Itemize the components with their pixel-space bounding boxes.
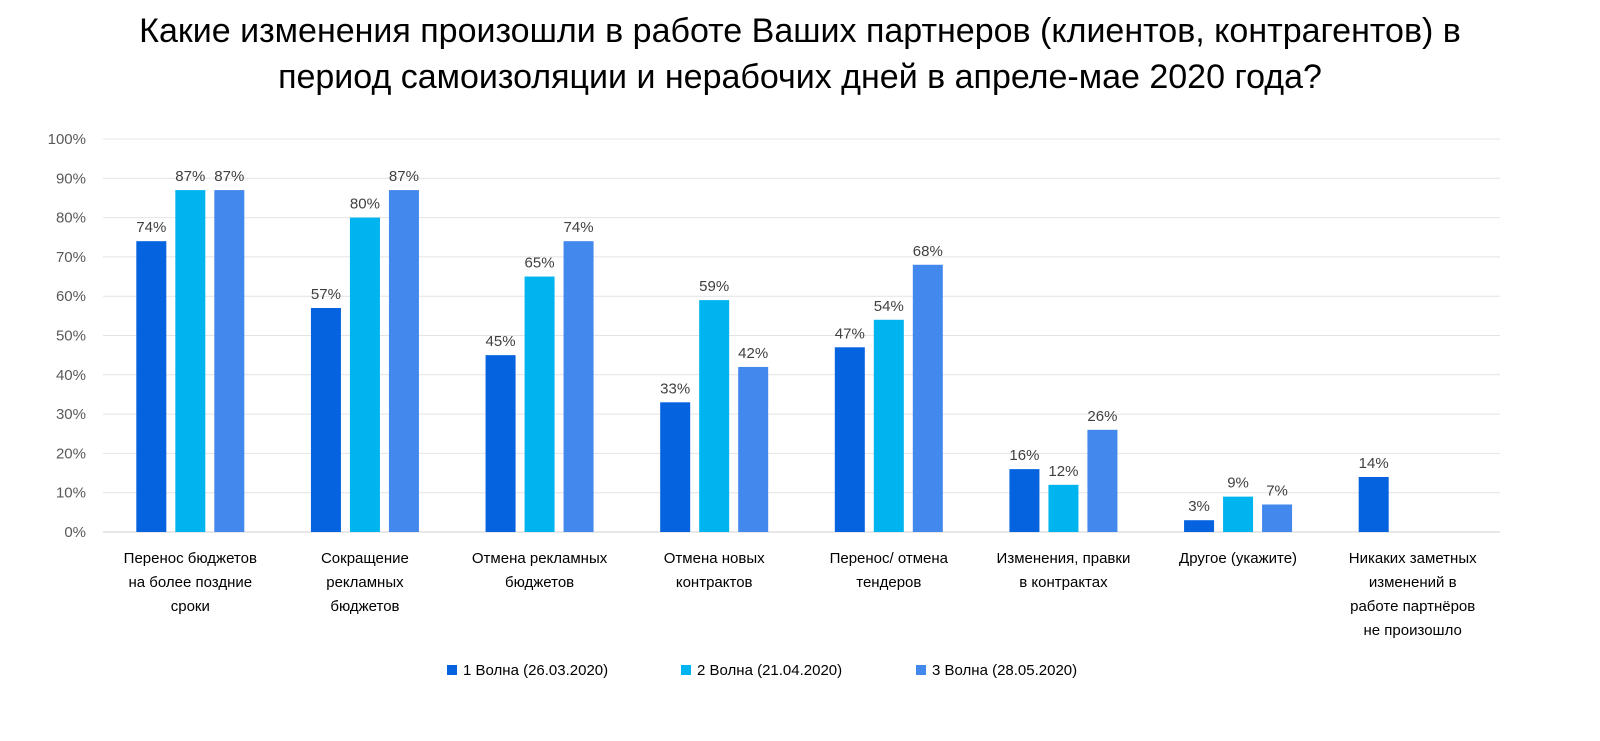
category-label: Перенос/ отмена [830, 550, 949, 567]
legend-label: 1 Волна (26.03.2020) [463, 662, 608, 679]
y-tick-label: 60% [56, 288, 86, 305]
data-label: 47% [835, 325, 865, 342]
data-label: 14% [1359, 455, 1389, 472]
bar-series-3 [214, 190, 245, 532]
bar-series-3 [738, 366, 769, 532]
category-label: Изменения, правки [997, 550, 1131, 567]
y-tick-label: 50% [56, 328, 86, 345]
y-tick-label: 30% [56, 406, 86, 423]
chart-title-line-1: Какие изменения произошли в работе Ваших… [139, 12, 1461, 50]
bar-series-3 [388, 190, 419, 532]
bar-series-2 [873, 319, 904, 532]
bar-series-2 [349, 217, 380, 532]
category-label: Сокращение [321, 550, 409, 567]
bar-series-2 [1048, 484, 1079, 532]
legend-swatch [447, 665, 457, 675]
data-label: 45% [486, 333, 516, 350]
category-label: рекламных [326, 574, 404, 591]
legend-label: 3 Волна (28.05.2020) [932, 662, 1077, 679]
bar-series-3 [1087, 429, 1118, 532]
bar-series-1 [310, 307, 341, 532]
category-label: бюджетов [505, 574, 574, 591]
data-label: 26% [1087, 408, 1117, 425]
data-label: 3% [1188, 498, 1210, 515]
category-label: тендеров [856, 574, 921, 591]
bar-series-1 [1358, 476, 1389, 532]
category-label: в контрактах [1019, 574, 1108, 591]
category-label: работе партнёров [1350, 598, 1475, 615]
data-label: 68% [913, 243, 943, 260]
chart-title-line-2: период самоизоляции и нерабочих дней в а… [278, 58, 1322, 96]
bar-series-2 [175, 190, 206, 532]
data-label: 42% [738, 345, 768, 362]
data-label: 7% [1266, 482, 1288, 499]
bar-series-3 [1262, 504, 1293, 532]
data-label: 87% [214, 168, 244, 185]
bar-series-2 [524, 276, 555, 532]
category-label: Отмена рекламных [472, 550, 608, 567]
data-label: 54% [874, 298, 904, 315]
data-label: 80% [350, 196, 380, 213]
y-tick-label: 100% [48, 131, 86, 148]
y-tick-label: 10% [56, 485, 86, 502]
data-label: 65% [525, 255, 555, 272]
data-label: 12% [1048, 463, 1078, 480]
data-label: 9% [1227, 475, 1249, 492]
y-tick-label: 20% [56, 445, 86, 462]
bar-series-3 [912, 264, 943, 532]
data-label: 33% [660, 380, 690, 397]
y-tick-label: 70% [56, 249, 86, 266]
bar-series-1 [485, 355, 516, 532]
category-label: изменений в [1369, 574, 1457, 591]
category-label: контрактов [676, 574, 753, 591]
category-label: Отмена новых [664, 550, 765, 567]
y-tick-label: 40% [56, 367, 86, 384]
bar-series-1 [1009, 469, 1040, 532]
category-label: на более поздние [129, 574, 253, 591]
data-label: 87% [175, 168, 205, 185]
category-label: Никаких заметных [1349, 550, 1477, 567]
bar-series-2 [1223, 496, 1254, 532]
bar-series-3 [563, 241, 594, 532]
data-label: 74% [564, 219, 594, 236]
legend-swatch [916, 665, 926, 675]
bar-series-1 [1184, 520, 1215, 532]
category-label: Перенос бюджетов [124, 550, 257, 567]
category-label: Другое (укажите) [1179, 550, 1297, 567]
bar-series-1 [660, 402, 691, 532]
legend-swatch [681, 665, 691, 675]
legend-label: 2 Волна (21.04.2020) [697, 662, 842, 679]
data-label: 74% [136, 219, 166, 236]
y-tick-label: 90% [56, 170, 86, 187]
bar-series-1 [834, 347, 865, 532]
bar-series-2 [699, 300, 730, 532]
category-label: сроки [171, 598, 210, 615]
data-label: 59% [699, 278, 729, 295]
chart-title: Какие изменения произошли в работе Ваших… [0, 8, 1600, 100]
bar-series-1 [136, 241, 167, 532]
data-label: 57% [311, 286, 341, 303]
y-tick-label: 80% [56, 210, 86, 227]
data-label: 87% [389, 168, 419, 185]
category-label: бюджетов [330, 598, 399, 615]
data-label: 16% [1009, 447, 1039, 464]
category-label: не произошло [1364, 622, 1462, 639]
y-tick-label: 0% [64, 524, 86, 541]
